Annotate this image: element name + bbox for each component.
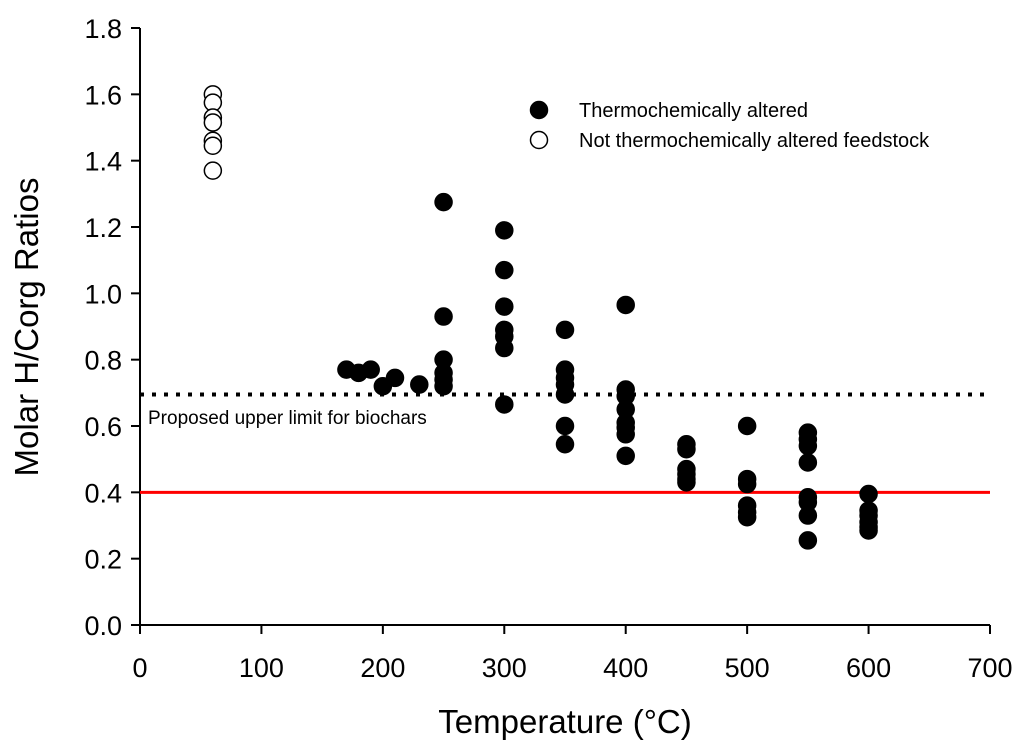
point-altered	[434, 376, 453, 396]
y-tick-label: 1.4	[84, 147, 122, 177]
y-tick-label: 0.8	[84, 346, 122, 376]
point-altered	[798, 453, 818, 472]
y-tick-label: 0.6	[84, 412, 122, 442]
point-altered	[555, 434, 575, 454]
point-feedstock	[203, 113, 223, 132]
point-feedstock	[203, 136, 223, 155]
x-tick-label: 400	[603, 653, 648, 683]
x-tick-label: 200	[360, 653, 405, 683]
axes: 0 100 200 300 400 500 600 700 0.0 0.2 0.4 0.6 0.8 1.0…	[84, 14, 1012, 683]
y-tick-label: 1.0	[84, 279, 122, 309]
point-altered	[434, 307, 453, 326]
legend-label: Not thermochemically altered feedstock	[579, 130, 930, 152]
legend-label: Thermochemically altered	[579, 100, 808, 122]
point-altered	[616, 446, 635, 466]
legend-marker-feedstock	[529, 130, 549, 150]
x-tick-label: 600	[846, 653, 891, 683]
y-tick-label: 1.8	[84, 14, 122, 44]
x-tick-label: 300	[482, 653, 527, 683]
upper-limit-annotation: Proposed upper limit for biochars	[148, 408, 427, 429]
point-altered	[859, 521, 878, 540]
y-tick-label: 1.6	[84, 80, 122, 110]
point-altered	[555, 416, 575, 436]
x-tick-label: 700	[967, 653, 1012, 683]
x-tick-label: 0	[132, 653, 147, 683]
point-altered	[737, 416, 757, 436]
x-tick-label: 100	[239, 653, 284, 683]
y-tick-label: 0.2	[84, 545, 122, 575]
point-altered	[385, 368, 405, 388]
x-axis-title: Temperature (°C)	[438, 703, 691, 740]
point-altered	[737, 474, 757, 494]
reference-lines	[140, 392, 990, 494]
point-altered	[495, 221, 514, 240]
point-altered	[737, 507, 757, 527]
data-points	[203, 85, 878, 550]
point-altered	[798, 531, 818, 550]
point-altered	[361, 360, 380, 379]
point-altered	[555, 320, 575, 340]
point-altered	[495, 297, 514, 316]
point-altered	[798, 506, 818, 525]
y-axis-title: Molar H/Corg Ratios	[8, 178, 45, 477]
point-altered	[495, 260, 514, 280]
point-altered	[677, 439, 696, 459]
legend-marker-altered	[529, 100, 549, 120]
y-tick-label: 1.2	[84, 213, 122, 243]
y-tick-label: 0.0	[84, 611, 122, 641]
point-altered	[616, 295, 635, 315]
point-altered	[798, 436, 818, 456]
y-tick-label: 0.4	[84, 478, 122, 508]
point-altered	[616, 425, 635, 444]
point-altered	[495, 338, 514, 358]
point-altered	[434, 192, 453, 212]
point-altered	[859, 484, 878, 504]
legend: Thermochemically altered Not thermochemic…	[529, 100, 930, 152]
point-altered	[677, 473, 696, 492]
point-altered	[555, 385, 575, 404]
point-feedstock	[203, 161, 223, 180]
x-tick-label: 500	[725, 653, 770, 683]
point-altered	[495, 395, 514, 414]
point-altered	[410, 375, 429, 394]
